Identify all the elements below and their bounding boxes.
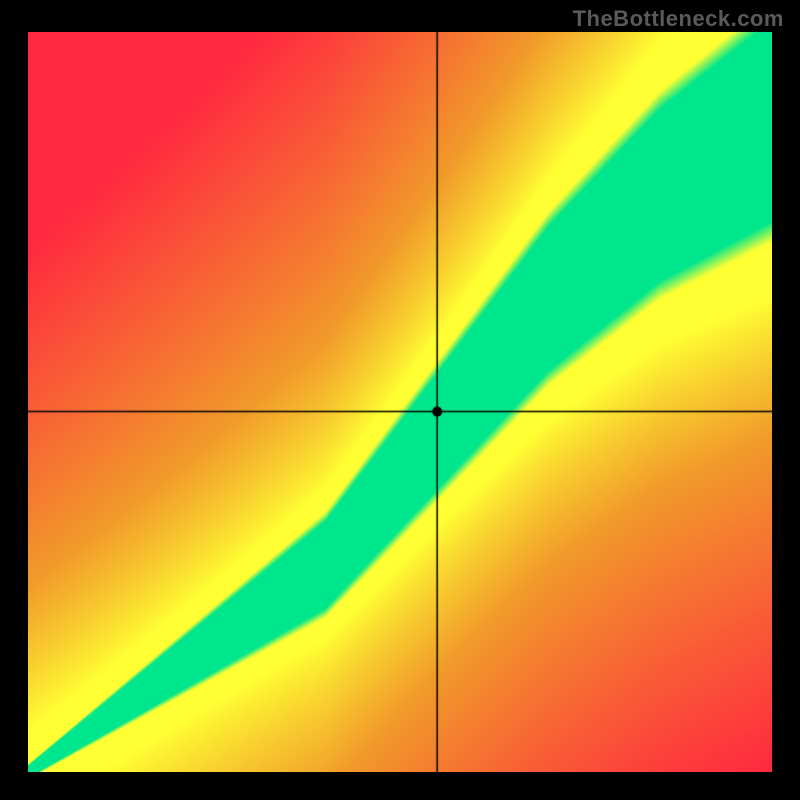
heatmap-canvas: [28, 32, 772, 772]
heatmap-plot: [28, 32, 772, 772]
watermark-text: TheBottleneck.com: [573, 6, 784, 32]
